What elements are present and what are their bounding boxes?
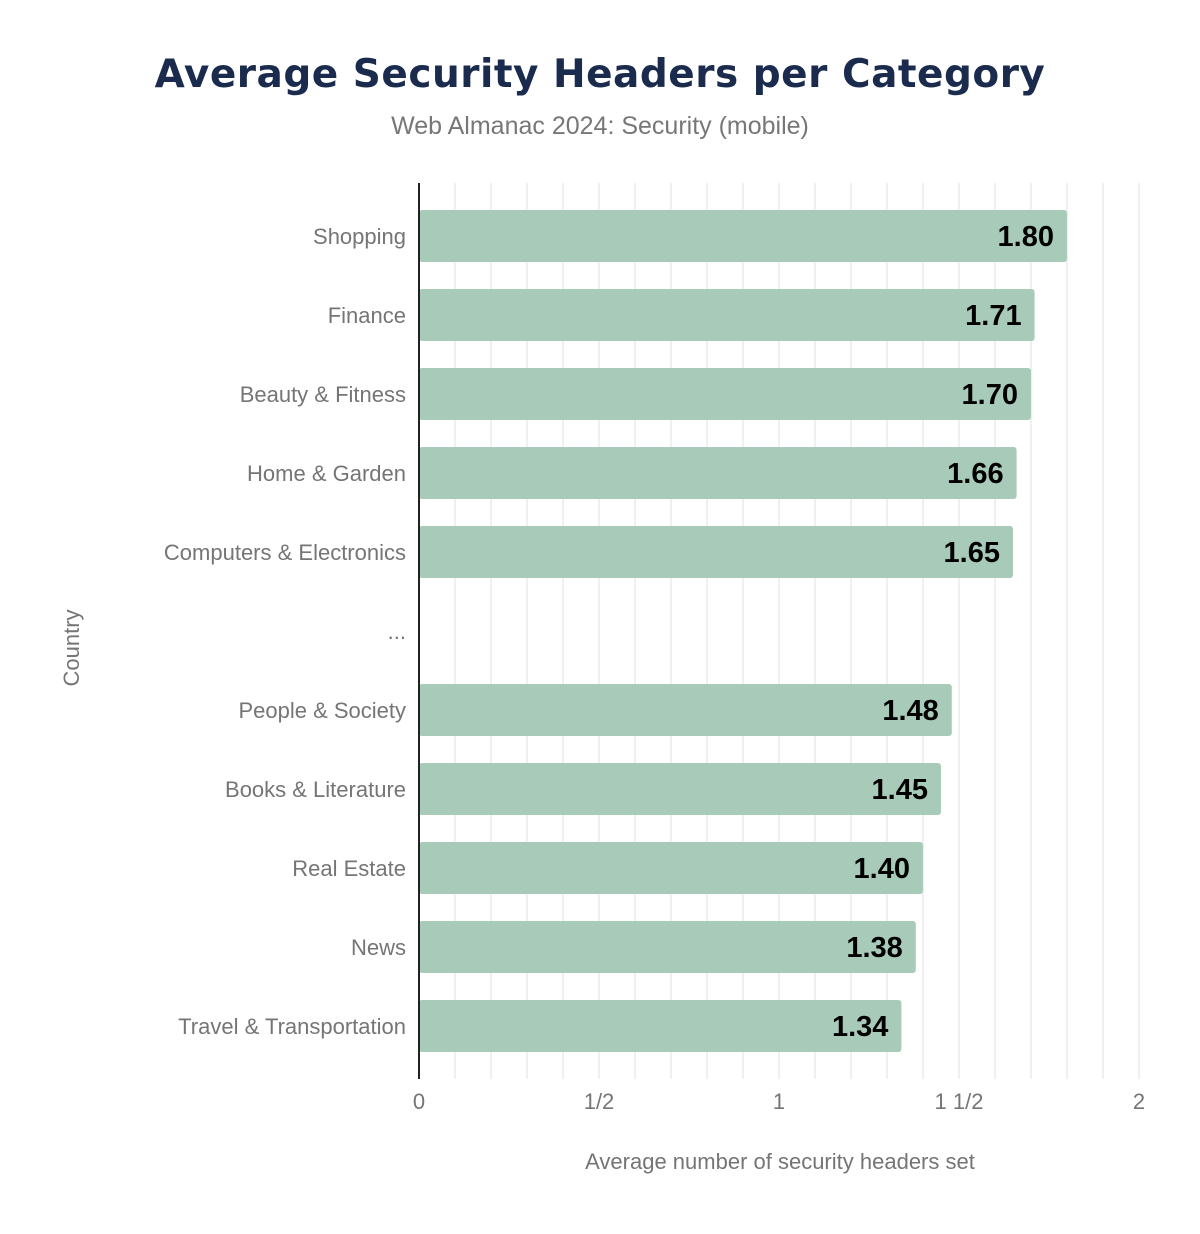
- chart-subtitle: Web Almanac 2024: Security (mobile): [391, 112, 809, 140]
- category-label: Books & Literature: [225, 777, 406, 802]
- bars: [419, 210, 1067, 1052]
- category-label: Shopping: [313, 224, 406, 249]
- bar: [419, 921, 916, 973]
- value-labels: 1.80 1.71 1.70 1.66 1.65 1.48 1.45 1.40 1.38 1.34: [832, 221, 1054, 1043]
- value-label: 1.38: [846, 932, 902, 964]
- x-tick-label: 0: [413, 1089, 425, 1114]
- value-label: 1.45: [872, 774, 928, 806]
- category-label: ...: [388, 619, 406, 644]
- bar: [419, 210, 1067, 262]
- category-labels: Shopping Finance Beauty & Fitness Home & Ga…: [164, 224, 406, 1039]
- value-label: 1.66: [947, 458, 1003, 490]
- bar: [419, 289, 1035, 341]
- bar: [419, 1000, 902, 1052]
- value-label: 1.70: [962, 379, 1018, 411]
- x-tick-label: 1: [773, 1089, 785, 1114]
- x-tick-label: 1 1/2: [935, 1089, 984, 1114]
- chart-title: Average Security Headers per Category: [154, 52, 1046, 97]
- category-label: Finance: [328, 303, 406, 328]
- value-label: 1.80: [998, 221, 1054, 253]
- value-label: 1.65: [944, 537, 1000, 569]
- bar: [419, 526, 1013, 578]
- category-label: Real Estate: [292, 856, 406, 881]
- category-label: Home & Garden: [247, 461, 406, 486]
- bar: [419, 684, 952, 736]
- x-tick-labels: 0 1/2 1 1 1/2 2: [413, 1089, 1145, 1114]
- x-tick-label: 1/2: [584, 1089, 615, 1114]
- category-label: Beauty & Fitness: [240, 382, 406, 407]
- y-axis-title: Country: [59, 609, 84, 686]
- category-label: Computers & Electronics: [164, 540, 406, 565]
- x-tick-label: 2: [1133, 1089, 1145, 1114]
- category-label: People & Society: [238, 698, 406, 723]
- value-label: 1.48: [882, 695, 938, 727]
- value-label: 1.71: [965, 300, 1021, 332]
- category-label: Travel & Transportation: [178, 1014, 406, 1039]
- value-label: 1.40: [854, 853, 910, 885]
- category-label: News: [351, 935, 406, 960]
- bar: [419, 368, 1031, 420]
- value-label: 1.34: [832, 1011, 888, 1043]
- bar: [419, 447, 1017, 499]
- bar: [419, 842, 923, 894]
- bar: [419, 763, 941, 815]
- x-axis-title: Average number of security headers set: [585, 1149, 975, 1174]
